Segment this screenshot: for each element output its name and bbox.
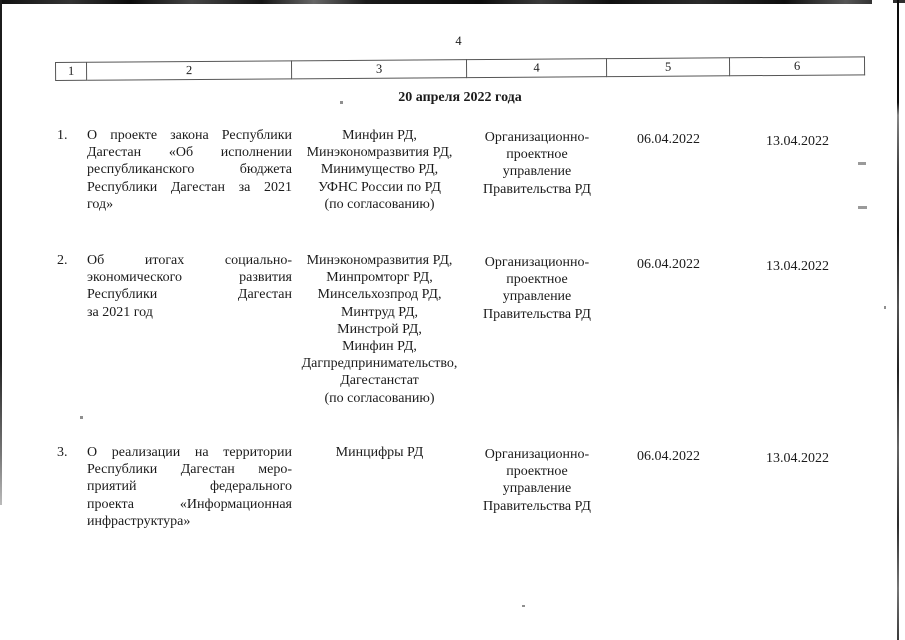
subject-line: Республики Дагестан за 2021 xyxy=(87,179,292,195)
review-date: 13.04.2022 xyxy=(766,451,829,466)
header-cell-1: 1 xyxy=(55,61,88,81)
scan-speck xyxy=(884,306,886,309)
responsible-bodies-cell: Минцифры РД xyxy=(335,445,424,460)
header-cell-3: 3 xyxy=(291,59,468,80)
subject-line: Дагестан «Об исполнении xyxy=(87,145,292,161)
review-date: 13.04.2022 xyxy=(766,134,829,149)
row-number: 2. xyxy=(57,253,68,268)
subject-cell: О реализации на территории Республики Да… xyxy=(87,444,292,530)
scan-speck xyxy=(858,206,867,209)
scan-speck xyxy=(340,101,343,104)
page-number: 4 xyxy=(455,34,462,48)
subject-cell: О проекте закона Республики Дагестан «Об… xyxy=(87,127,292,213)
subject-line: О реализации на территории xyxy=(87,445,292,460)
responsible-bodies-cell: Минфин РД, Минэкономразвития РД, Минимущ… xyxy=(306,128,453,212)
submission-date: 06.04.2022 xyxy=(637,132,700,147)
scan-artifact-right xyxy=(897,0,899,640)
scan-artifact-top-right xyxy=(893,0,905,3)
row-number: 3. xyxy=(57,445,68,460)
header-cell-4: 4 xyxy=(466,58,608,79)
subject-line: приятий федерального xyxy=(87,479,292,495)
table-row: 1. О проекте закона Республики Дагестан … xyxy=(55,127,865,213)
subject-line: экономического развития xyxy=(87,270,292,286)
date-heading: 20 апреля 2022 года xyxy=(398,90,522,105)
scan-artifact-top xyxy=(0,0,872,4)
header-cell-6: 6 xyxy=(729,56,866,77)
scan-speck xyxy=(80,416,83,419)
submission-date: 06.04.2022 xyxy=(637,449,700,464)
subject-line: год» xyxy=(87,196,114,212)
subject-line: республиканского бюджета xyxy=(87,162,292,178)
scan-speck xyxy=(858,162,866,165)
row-number: 1. xyxy=(57,128,68,143)
scan-artifact-left xyxy=(0,0,2,505)
subject-line: О проекте закона Республики xyxy=(87,128,292,143)
subject-line: Республики Дагестан xyxy=(87,287,292,303)
submission-date: 06.04.2022 xyxy=(637,257,700,272)
subject-line: Об итогах социально- xyxy=(87,253,292,268)
table-row: 3. О реализации на территории Республики… xyxy=(55,444,865,530)
department-cell: Организационно- проектное управление Пра… xyxy=(483,130,591,197)
subject-cell: Об итогах социально- экономического разв… xyxy=(87,252,292,407)
table-header-row: 1 2 3 4 5 6 xyxy=(55,56,866,81)
scan-speck xyxy=(522,605,525,607)
review-date: 13.04.2022 xyxy=(766,259,829,274)
header-cell-2: 2 xyxy=(86,60,293,81)
header-cell-5: 5 xyxy=(606,57,731,78)
subject-line: инфраструктура» xyxy=(87,513,191,529)
table-row: 2. Об итогах социально- экономического р… xyxy=(55,252,865,407)
responsible-bodies-cell: Минэкономразвития РД, Минпромторг РД, Ми… xyxy=(301,253,458,406)
subject-line: Республики Дагестан меро- xyxy=(87,462,292,478)
subject-line: проекта «Информационная xyxy=(87,496,292,512)
department-cell: Организационно- проектное управление Пра… xyxy=(483,255,591,322)
department-cell: Организационно- проектное управление Пра… xyxy=(483,447,591,514)
subject-line: за 2021 год xyxy=(87,304,153,320)
